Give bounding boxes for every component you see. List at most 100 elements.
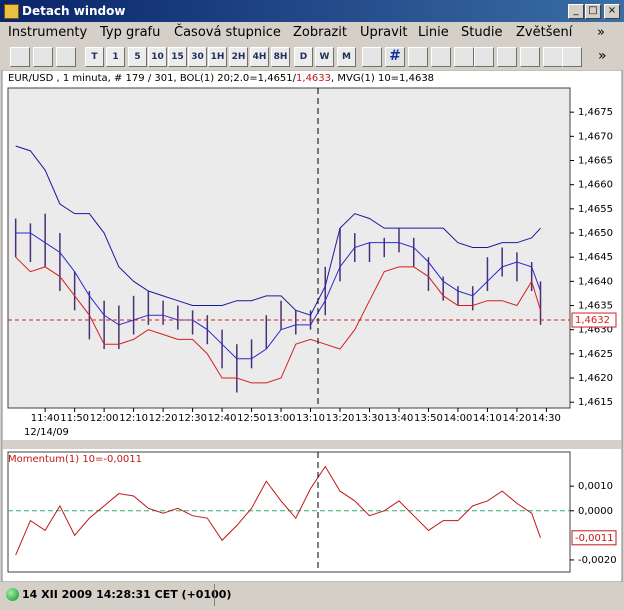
y-tick-label: 0,0000 (578, 506, 613, 517)
tool-icon[interactable] (454, 47, 474, 67)
timeframe-button[interactable]: W (315, 47, 334, 67)
close-button[interactable]: × (604, 4, 620, 19)
y-tick-label: 1,4670 (578, 131, 613, 142)
value-box (571, 530, 617, 546)
timeframe-button[interactable]: 5 (128, 47, 147, 67)
timeframe-button[interactable]: M (337, 47, 356, 67)
x-tick-label: 12:30 (178, 413, 207, 424)
timeframe-button[interactable]: 30 (188, 47, 207, 67)
x-tick-label: 14:20 (503, 413, 532, 424)
series-line (15, 232, 541, 360)
timeframe-button[interactable]: 10 (148, 47, 167, 67)
timeframe-button[interactable]: 1 (106, 47, 125, 67)
chart-area: EUR/USD , 1 minuta, # 179 / 301, BOL(1) … (1, 70, 623, 582)
header-part: Momentum(1) 10=-0,0011 (8, 454, 142, 465)
menu-item[interactable]: Zobrazit (293, 25, 347, 40)
menu-item[interactable]: Instrumenty (8, 25, 88, 40)
menu-item[interactable]: Linie (418, 25, 449, 40)
x-tick-label: 14:10 (473, 413, 502, 424)
maximize-button[interactable]: □ (585, 4, 601, 19)
x-tick-label: 11:50 (60, 413, 89, 424)
header-part: 1,4633 (296, 73, 331, 84)
plot-area (7, 451, 571, 573)
tool-icon[interactable] (474, 47, 494, 67)
y-tick-label: 1,4625 (578, 349, 613, 360)
timeframe-button[interactable]: T (85, 47, 104, 67)
timeframe-button[interactable]: 8H (271, 47, 290, 67)
tool-icon[interactable] (408, 47, 428, 67)
chart-header: EUR/USD , 1 minuta, # 179 / 301, BOL(1) … (8, 73, 434, 84)
x-tick-label: 13:00 (267, 413, 296, 424)
chart-header: Momentum(1) 10=-0,0011 (8, 454, 142, 465)
series-line (15, 256, 541, 384)
minimize-button[interactable]: _ (568, 4, 584, 19)
menu-item[interactable]: Zvětšení (516, 25, 573, 40)
x-tick-label: 13:10 (296, 413, 325, 424)
y-tick-label: 1,4630 (578, 325, 613, 336)
x-tick-label: 14:00 (444, 413, 473, 424)
header-part: , MVG(1) 10=1,4638 (331, 73, 434, 84)
chart-icon[interactable] (10, 47, 30, 67)
menu-item[interactable]: Časová stupnice (174, 25, 281, 40)
timeframe-button[interactable]: D (294, 47, 313, 67)
toolbar: # » T 1 5 10 15 30 1H 2H 4H 8H D W M (0, 46, 624, 70)
x-tick-label: 12:50 (237, 413, 266, 424)
menu-item[interactable]: Studie (461, 25, 503, 40)
x-tick-label: 11:40 (31, 413, 60, 424)
y-tick-label: -0,0020 (578, 555, 617, 566)
y-tick-label: 1,4620 (578, 373, 613, 384)
chart-icon[interactable] (33, 47, 53, 67)
menu-item[interactable]: » (597, 25, 605, 40)
tool-icon[interactable] (543, 47, 563, 67)
menu-item[interactable]: Upravit (360, 25, 408, 40)
x-tick-label: 13:20 (326, 413, 355, 424)
app-icon (4, 4, 19, 19)
y-tick-label: 1,4640 (578, 276, 613, 287)
y-tick-label: 1,4645 (578, 252, 613, 263)
series-line (15, 145, 541, 316)
panel-splitter (3, 440, 621, 449)
menu-bar: Instrumenty Typ grafu Časová stupnice Zobra… (0, 22, 624, 44)
status-icon (6, 588, 19, 601)
value-box-label: 1,4632 (575, 315, 610, 326)
separator (214, 584, 215, 606)
timeframe-button[interactable]: 1H (208, 47, 227, 67)
tool-icon[interactable] (520, 47, 540, 67)
x-tick-label: 13:30 (355, 413, 384, 424)
window-title: Detach window (22, 4, 126, 18)
timeframe-button[interactable]: 15 (168, 47, 187, 67)
y-tick-label: 1,4655 (578, 204, 613, 215)
x-tick-label: 12:10 (119, 413, 148, 424)
x-tick-label: 12:40 (208, 413, 237, 424)
tool-icon[interactable] (431, 47, 451, 67)
y-tick-label: 0,0010 (578, 481, 613, 492)
status-text: 14 XII 2009 14:28:31 CET (+0100) (22, 588, 232, 601)
tool-icon[interactable] (497, 47, 517, 67)
header-part: EUR/USD , 1 minuta, # 179 / 301, BOL(1) … (8, 73, 297, 84)
y-tick-label: 1,4675 (578, 107, 613, 118)
timeframe-button[interactable]: 4H (250, 47, 269, 67)
title-bar: Detach window _ □ × (0, 0, 624, 22)
x-tick-label: 12:00 (90, 413, 119, 424)
more-button[interactable]: » (598, 48, 607, 64)
chart-icon[interactable] (56, 47, 76, 67)
y-tick-label: 1,4665 (578, 156, 613, 167)
y-tick-label: 1,4650 (578, 228, 613, 239)
value-box-label: -0,0011 (575, 533, 614, 544)
y-tick-label: 1,4635 (578, 301, 613, 312)
x-tick-label: 12:20 (149, 413, 178, 424)
date-label: 12/14/09 (24, 427, 69, 438)
value-box (571, 312, 617, 328)
menu-item[interactable]: Typ grafu (100, 25, 161, 40)
pin-icon[interactable] (562, 47, 582, 67)
series-line (15, 465, 541, 556)
status-bar: 14 XII 2009 14:28:31 CET (+0100) (0, 582, 624, 610)
x-tick-label: 13:50 (414, 413, 443, 424)
x-tick-label: 13:40 (385, 413, 414, 424)
x-tick-label: 14:30 (532, 413, 561, 424)
grid-icon[interactable]: # (385, 47, 405, 67)
crosshair-icon[interactable] (362, 47, 382, 67)
timeframe-button[interactable]: 2H (229, 47, 248, 67)
y-tick-label: 1,4660 (578, 180, 613, 191)
